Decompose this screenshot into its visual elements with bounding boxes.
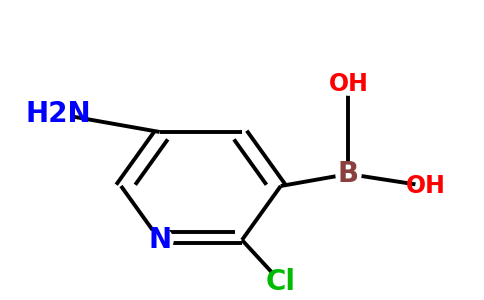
Text: Cl: Cl (266, 268, 296, 296)
Text: H2N: H2N (25, 100, 91, 128)
Text: OH: OH (329, 72, 368, 96)
Text: B: B (338, 160, 359, 188)
Text: OH: OH (406, 174, 446, 198)
Text: N: N (148, 226, 171, 254)
